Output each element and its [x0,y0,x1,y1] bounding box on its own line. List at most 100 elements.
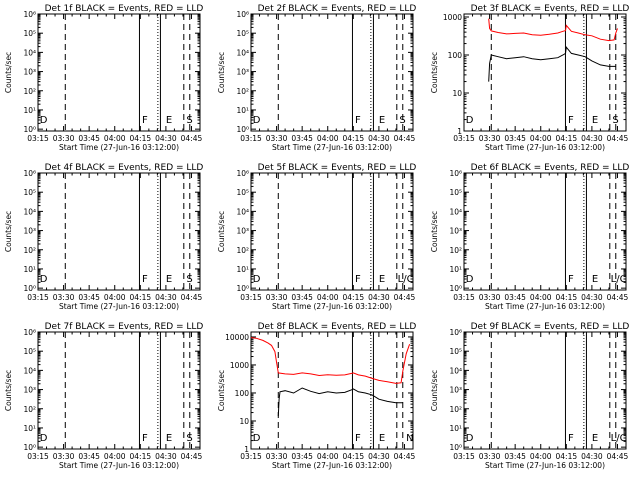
panel-det-1: Det 1f BLACK = Events, RED = LLD 10⁰ 10¹ 10… [4,4,203,152]
y-tick-label: 10⁶ [236,10,249,19]
y-tick-label: 10⁰ [23,284,36,293]
x-tick-label: 04:45 [394,134,416,143]
marker-label: D [253,115,261,126]
marker-label: F [355,433,361,444]
y-axis-label: Counts/sec [430,52,439,93]
marker-label: F [568,433,574,444]
x-tick-label: 03:15 [27,452,49,461]
y-tick-label: 10⁴ [449,207,462,216]
y-tick-label: 10⁶ [449,169,462,178]
panel-det-4: Det 4f BLACK = Events, RED = LLD 10⁰ 10¹ 10… [4,163,203,311]
y-tick-label: 10⁶ [236,169,249,178]
x-tick-label: 03:30 [479,293,501,302]
marker-label: F [142,433,148,444]
marker-label: N [406,433,413,444]
y-tick-label: 10⁶ [23,10,36,19]
panel-det-9: Det 9f BLACK = Events, RED = LLD 10⁰ 10¹ 10… [430,322,629,470]
x-tick-label: 04:45 [394,452,416,461]
plot-frame [250,331,414,450]
x-tick-label: 04:15 [556,134,578,143]
x-tick-label: 04:45 [607,293,629,302]
marker-label: S [186,433,192,444]
y-tick-label: 10² [236,87,249,96]
marker-label: D [466,115,474,126]
x-axis-label: Start Time (27-Jun-16 03:12:00) [485,302,605,311]
x-tick-label: 04:30 [368,452,390,461]
x-axis-label: Start Time (27-Jun-16 03:12:00) [485,461,605,470]
x-tick-label: 04:30 [581,293,603,302]
marker-label: D [466,433,474,444]
y-axis-label: Counts/sec [430,370,439,411]
x-tick-label: 04:45 [607,452,629,461]
x-tick-label: 03:45 [78,134,100,143]
plot-frame [463,13,627,132]
panel-title: Det 6f BLACK = Events, RED = LLD [471,163,630,173]
y-axis-label: Counts/sec [217,211,226,252]
y-tick-label: 10⁶ [23,328,36,337]
panel-title: Det 2f BLACK = Events, RED = LLD [258,4,417,14]
y-tick-label: 100 [235,389,250,398]
y-tick-label: 1000 [230,361,249,370]
y-tick-label: 10³ [236,227,249,236]
x-tick-label: 04:15 [343,452,365,461]
y-tick-label: 1000 [443,13,462,22]
marker-label: F [568,274,574,285]
panel-det-2: Det 2f BLACK = Events, RED = LLD 10⁰ 10¹ 10… [217,4,416,152]
x-tick-label: 04:30 [155,293,177,302]
x-tick-label: 04:15 [556,293,578,302]
marker-label: F [355,274,361,285]
x-tick-label: 04:00 [104,452,126,461]
y-tick-label: 10³ [23,227,36,236]
y-tick-label: 10³ [23,386,36,395]
marker-label: E [592,433,598,444]
y-axis-label: Counts/sec [4,211,13,252]
x-axis-label: Start Time (27-Jun-16 03:12:00) [59,302,179,311]
x-tick-label: 04:45 [181,293,203,302]
x-tick-label: 04:00 [317,293,339,302]
marker-label: D [253,274,261,285]
y-tick-label: 10⁴ [23,207,36,216]
marker-label: S [399,115,405,126]
y-tick-label: 10¹ [23,106,36,115]
plot-frame [463,172,627,291]
marker-label: F [355,115,361,126]
y-tick-label: 10000 [225,333,249,342]
y-tick-label: 10⁰ [449,284,462,293]
series-line-events [488,45,616,82]
marker-label: D [40,433,48,444]
y-axis-label: Counts/sec [4,52,13,93]
y-tick-label: 10⁵ [449,347,462,356]
y-axis-label: Counts/sec [4,370,13,411]
x-tick-label: 03:15 [453,452,475,461]
y-tick-label: 100 [448,51,463,60]
y-tick-label: 10⁰ [236,125,249,134]
marker-label: E [592,274,598,285]
x-axis-label: Start Time (27-Jun-16 03:12:00) [59,143,179,152]
x-tick-label: 03:45 [504,452,526,461]
panel-det-5: Det 5f BLACK = Events, RED = LLD 10⁰ 10¹ 10… [217,163,416,311]
y-tick-label: 10⁰ [449,443,462,452]
x-tick-label: 04:30 [581,452,603,461]
y-tick-label: 10⁶ [449,328,462,337]
y-tick-label: 10² [449,405,462,414]
x-tick-label: 04:15 [130,134,152,143]
x-tick-label: 04:45 [394,293,416,302]
panel-det-3: Det 3f BLACK = Events, RED = LLD 1 10 100 10… [430,4,629,152]
x-tick-label: 04:00 [317,452,339,461]
x-tick-label: 03:30 [266,452,288,461]
panel-det-7: Det 7f BLACK = Events, RED = LLD 10⁰ 10¹ 10… [4,322,203,470]
x-tick-label: 04:30 [368,134,390,143]
x-axis-label: Start Time (27-Jun-16 03:12:00) [272,143,392,152]
marker-label: D [253,433,261,444]
x-tick-label: 03:30 [53,293,75,302]
x-tick-label: 04:00 [530,452,552,461]
marker-label: E [166,115,172,126]
y-tick-label: 10⁰ [23,443,36,452]
marker-label: L/C [398,274,414,285]
x-tick-label: 03:15 [240,293,262,302]
y-tick-label: 10⁵ [236,188,249,197]
plot-frame [463,331,627,450]
marker-label: D [466,274,474,285]
x-tick-label: 03:45 [291,134,313,143]
marker-label: D [40,115,48,126]
